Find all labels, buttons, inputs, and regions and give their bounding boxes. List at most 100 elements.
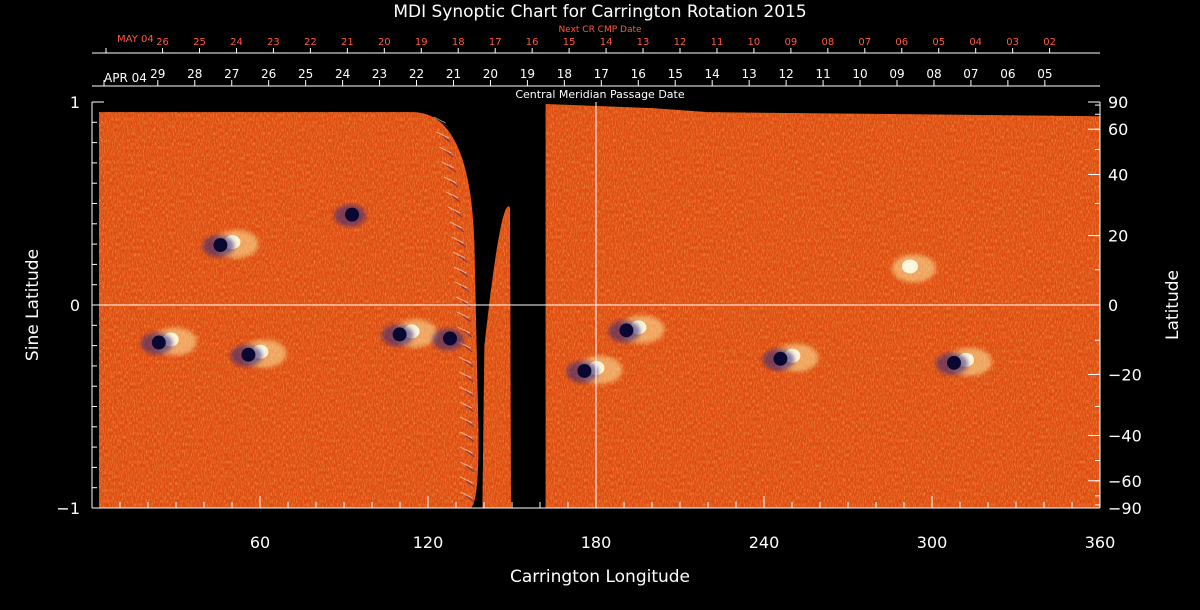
next-cr-date-label: 13 (637, 37, 650, 48)
edge-stripe (442, 135, 451, 143)
next-cr-date-label: 11 (711, 37, 724, 48)
y-axis-label-right: Latitude (1163, 270, 1183, 340)
cmp-date-label: 07 (963, 67, 978, 81)
cmp-date-label: 17 (594, 67, 609, 81)
active-region (230, 339, 287, 368)
active-region (432, 328, 464, 351)
edge-stripe (466, 495, 475, 503)
edge-stripe (452, 251, 466, 259)
cmp-date-label: 21 (446, 67, 461, 81)
next-cr-date-label: 25 (193, 37, 206, 48)
negative-spot (443, 331, 457, 346)
edge-stripe (459, 371, 472, 379)
negative-spot (213, 238, 228, 253)
edge-stripe (445, 191, 459, 199)
edge-stripe (455, 225, 465, 233)
edge-stripe (453, 266, 467, 274)
edge-stripe (465, 390, 474, 398)
edge-stripe (459, 431, 473, 439)
edge-stripe (460, 461, 473, 469)
next-cr-date-label: 22 (304, 37, 317, 48)
cmp-date-label: 11 (815, 67, 830, 81)
edge-stripe (460, 446, 473, 454)
cmp-date-label: 18 (557, 67, 572, 81)
positive-spot (902, 259, 918, 274)
cmp-date-label: 12 (778, 67, 793, 81)
y-right-tick-label: 0 (1108, 296, 1118, 315)
edge-stripe (465, 435, 475, 443)
edge-stripe (449, 180, 459, 188)
cmp-date-label: 26 (261, 67, 276, 81)
next-cr-date-label: 09 (785, 37, 798, 48)
negative-spot (619, 323, 634, 338)
cmp-date-label: 06 (1000, 67, 1015, 81)
next-cr-date-label: 03 (1006, 37, 1019, 48)
cmp-date-label: 08 (926, 67, 941, 81)
edge-stripe (454, 281, 468, 289)
cursor-crosshair (92, 102, 1100, 508)
next-cr-date-label: 04 (969, 37, 982, 48)
cmp-date-label: 19 (520, 67, 535, 81)
next-cr-date-label: 20 (378, 37, 391, 48)
edge-stripe (447, 165, 457, 173)
active-region (381, 319, 438, 348)
edge-stripe (456, 311, 470, 319)
cmp-date-label: 25 (298, 67, 313, 81)
active-region (892, 254, 936, 283)
edge-stripe (439, 146, 452, 154)
y-right-tick-label: 60 (1108, 120, 1128, 139)
y-right-tick-label: −40 (1108, 426, 1142, 445)
edge-stripe (465, 450, 475, 458)
magnetic-field-map (99, 104, 1100, 508)
next-cr-date-label: 24 (230, 37, 243, 48)
y-left-tick-label: −1 (56, 499, 80, 518)
edge-stripe (444, 150, 454, 158)
next-cr-date-label: 07 (858, 37, 871, 48)
edge-stripe (443, 176, 457, 184)
cmp-date-label: 29 (150, 67, 165, 81)
edge-stripe (464, 360, 474, 368)
edge-stripe (460, 491, 473, 499)
chart-title: MDI Synoptic Chart for Carrington Rotati… (393, 2, 806, 22)
next-cr-date-label: 16 (526, 37, 539, 48)
edge-stripe (439, 120, 448, 128)
x-tick-label: 180 (581, 533, 612, 552)
next-cr-label: Next CR CMP Date (558, 25, 642, 35)
y-right-tick-label: −90 (1108, 499, 1142, 518)
negative-spot (577, 363, 592, 378)
edge-stripe (459, 416, 473, 424)
cmp-date-label: 20 (483, 67, 498, 81)
cmp-date-label: 16 (631, 67, 646, 81)
edge-stripe (451, 236, 464, 244)
cmp-date-label: 23 (372, 67, 387, 81)
active-region (140, 327, 197, 356)
x-tick-label: 240 (749, 533, 780, 552)
cmp-date-label: 27 (224, 67, 239, 81)
active-region (936, 347, 992, 376)
edge-stripe (458, 356, 472, 364)
next-cr-date-label: 14 (600, 37, 613, 48)
top-axis-label: Central Meridian Passage Date (515, 88, 684, 101)
edge-stripe (465, 405, 475, 413)
negative-spot (151, 335, 166, 350)
next-cr-date-label: 21 (341, 37, 354, 48)
y-right-tick-label: 20 (1108, 227, 1128, 246)
next-cr-date-label: 10 (748, 37, 761, 48)
active-region (608, 315, 665, 344)
cmp-date-label: 14 (705, 67, 720, 81)
edge-stripe (463, 345, 473, 353)
edge-stripe (459, 270, 469, 278)
negative-spot (773, 351, 788, 366)
edge-stripe (433, 116, 446, 124)
edge-stripe (453, 210, 463, 218)
axes: 60 120 180 240 300 360 1 0 −1 90 60 40 20 0 −20 −40 −60 −… (56, 93, 1141, 552)
cmp-date-label: 22 (409, 67, 424, 81)
cmp-date-label: 28 (187, 67, 202, 81)
edge-stripe (464, 375, 474, 383)
next-cr-date-label: 12 (674, 37, 687, 48)
cmp-date-axis: APR 04 29 28 27 26 25 24 23 22 21 20 19 18 17 16 15 14 13… (92, 67, 1100, 87)
x-tick-label: 300 (917, 533, 948, 552)
field-region-sliver-shade (482, 206, 511, 508)
field-region-right-shade (545, 104, 1100, 508)
